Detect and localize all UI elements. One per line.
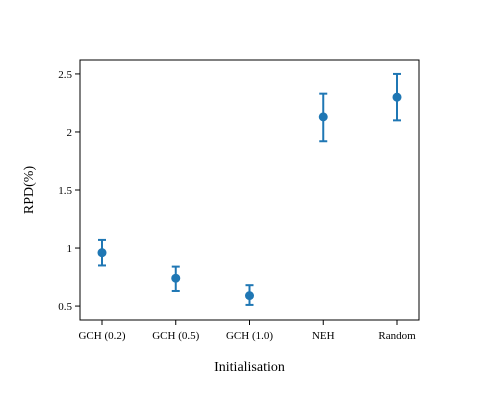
x-tick-label: Random (378, 330, 416, 342)
plot-frame (79, 59, 420, 321)
data-series (97, 72, 402, 306)
y-tick-label: 1 (67, 243, 73, 255)
x-tick-label: NEH (312, 330, 335, 342)
y-axis-label: RPD(%) (22, 166, 37, 215)
y-tick-label: 2 (67, 127, 73, 139)
x-tick-label: GCH (0.2) (78, 330, 125, 342)
data-point (97, 248, 107, 258)
data-point (392, 92, 402, 102)
y-axis: 0.5 1 1.5 2 2.5 (58, 69, 80, 313)
data-point (171, 273, 181, 283)
data-point (318, 112, 328, 122)
y-tick-label: 1.5 (58, 185, 72, 197)
y-tick-label: 0.5 (58, 301, 72, 313)
data-point (245, 291, 254, 301)
x-axis-label: Initialisation (214, 360, 285, 375)
x-tick-label: GCH (0.5) (152, 330, 199, 342)
x-axis: GCH (0.2) GCH (0.5) GCH (1.0) NEH Random (78, 320, 416, 342)
y-tick-label: 2.5 (58, 69, 72, 81)
x-tick-label: GCH (1.0) (226, 330, 273, 342)
